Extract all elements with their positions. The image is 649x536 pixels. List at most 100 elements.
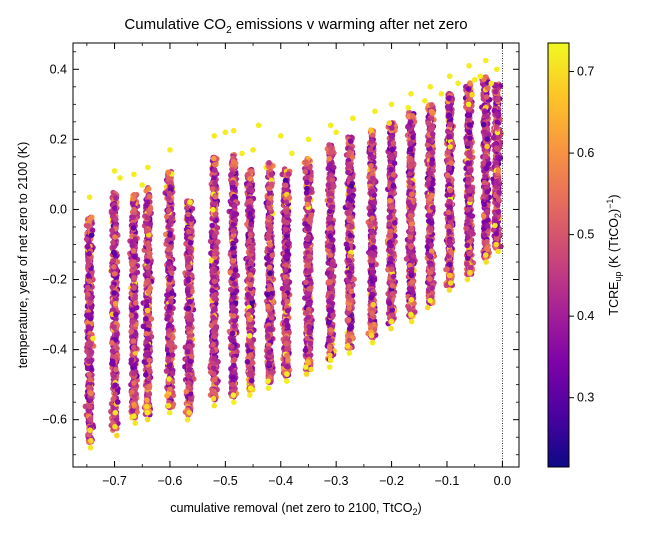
data-point <box>184 349 191 355</box>
data-point <box>209 287 215 294</box>
data-point <box>86 358 92 365</box>
data-point <box>283 341 289 347</box>
data-point <box>284 323 291 329</box>
data-point <box>132 292 139 299</box>
data-point <box>209 222 216 229</box>
data-point <box>210 341 216 348</box>
data-point <box>187 321 193 327</box>
data-point <box>231 313 237 319</box>
data-point <box>247 316 253 323</box>
data-point <box>308 212 315 218</box>
data-point <box>168 290 175 296</box>
data-point <box>211 167 218 173</box>
data-point <box>230 240 236 247</box>
data-point <box>114 331 120 338</box>
data-point <box>265 378 271 384</box>
data-point <box>168 298 174 305</box>
data-point <box>130 196 137 202</box>
data-point <box>268 311 274 317</box>
data-point <box>228 171 234 178</box>
data-point <box>209 389 216 395</box>
data-point <box>109 358 116 365</box>
data-point <box>111 271 118 277</box>
data-point <box>186 312 193 319</box>
data-point <box>131 344 137 351</box>
data-point <box>284 283 290 290</box>
data-point <box>111 324 117 330</box>
data-point <box>145 335 151 342</box>
data-point <box>247 352 254 358</box>
data-point <box>284 352 290 359</box>
data-point <box>285 357 291 363</box>
data-point <box>284 363 290 370</box>
data-point <box>128 328 135 335</box>
data-point <box>264 333 271 339</box>
data-point <box>112 409 119 416</box>
data-point <box>187 199 193 205</box>
data-point <box>165 169 172 176</box>
data-point <box>284 371 290 377</box>
data-point <box>112 216 119 222</box>
data-point <box>165 260 172 267</box>
data-point <box>184 416 191 423</box>
data-point <box>131 191 137 198</box>
data-point <box>247 385 254 391</box>
data-point <box>209 269 215 275</box>
data-point <box>143 371 149 378</box>
data-point <box>210 206 216 213</box>
data-point <box>230 228 237 234</box>
data-point <box>130 319 136 325</box>
data-point <box>113 416 120 423</box>
data-point <box>87 427 93 434</box>
data-point <box>210 395 217 402</box>
data-point <box>87 403 93 410</box>
data-point <box>283 262 289 269</box>
data-point <box>142 315 149 322</box>
data-point <box>83 236 90 242</box>
data-point <box>165 223 172 230</box>
data-point <box>210 155 217 162</box>
data-point <box>112 300 119 307</box>
data-point <box>267 270 273 277</box>
data-point <box>166 332 173 339</box>
data-point <box>266 264 273 271</box>
data-point <box>145 271 152 277</box>
data-point <box>266 160 272 166</box>
data-point <box>86 278 93 284</box>
data-point <box>284 248 290 254</box>
data-point <box>165 313 171 320</box>
data-point <box>245 198 251 205</box>
data-point <box>267 223 273 229</box>
data-point <box>248 295 254 302</box>
data-point <box>163 368 170 374</box>
data-point <box>249 245 255 251</box>
data-point <box>129 242 136 249</box>
data-point <box>212 193 219 200</box>
data-point <box>109 227 115 234</box>
data-point <box>284 219 290 226</box>
data-point <box>110 249 117 256</box>
data-point <box>131 253 138 260</box>
data-point <box>168 343 174 350</box>
data-point <box>247 272 254 278</box>
data-point <box>184 205 190 211</box>
data-point <box>230 369 237 375</box>
data-point <box>128 312 135 319</box>
data-point <box>230 381 236 388</box>
data-point <box>267 195 274 201</box>
data-point <box>283 209 289 215</box>
data-point <box>246 365 253 372</box>
data-point <box>146 357 153 364</box>
data-point <box>165 246 171 253</box>
data-point <box>231 323 238 329</box>
data-point <box>231 294 237 301</box>
data-point <box>164 392 170 399</box>
data-point <box>231 203 238 209</box>
data-point <box>210 365 217 371</box>
data-point <box>129 261 135 268</box>
data-point <box>286 195 293 201</box>
data-point <box>166 409 173 416</box>
data-point <box>211 278 218 285</box>
